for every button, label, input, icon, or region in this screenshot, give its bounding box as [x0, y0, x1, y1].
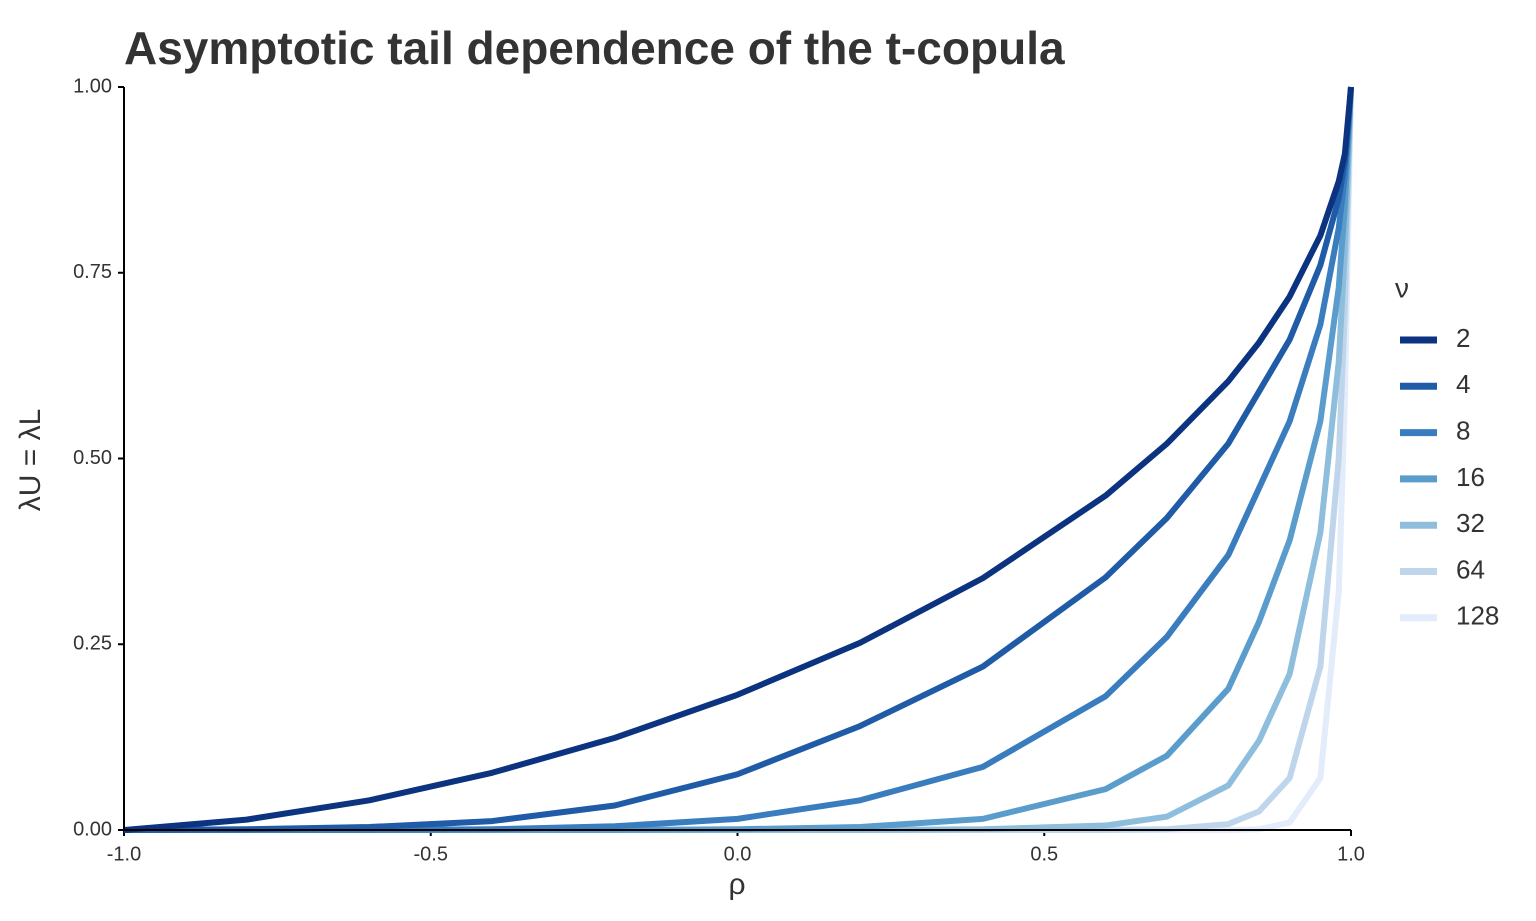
y-tick-label: 0.25	[73, 633, 112, 655]
series-line	[123, 86, 1354, 833]
series-line	[123, 86, 1354, 833]
legend-title: ν	[1395, 272, 1409, 303]
series-line	[124, 86, 1354, 833]
x-tick-label: 1.0	[1337, 843, 1365, 865]
legend-label: 4	[1456, 369, 1470, 399]
series-line	[124, 86, 1354, 833]
y-tick-label: 1.00	[73, 75, 112, 97]
y-tick-label: 0.00	[73, 818, 112, 840]
series-line	[124, 86, 1354, 833]
series-line	[124, 86, 1354, 833]
y-tick-label: 0.50	[73, 447, 112, 469]
x-tick-label: -0.5	[414, 843, 448, 865]
y-tick-label: 0.75	[73, 261, 112, 283]
legend-label: 8	[1456, 415, 1470, 445]
y-axis-label: λU = λL	[14, 409, 47, 512]
series-line	[124, 86, 1354, 833]
x-tick-label: 0.5	[1030, 843, 1058, 865]
legend-label: 128	[1456, 601, 1499, 631]
x-tick-label: 0.0	[724, 843, 752, 865]
chart-title: Asymptotic tail dependence of the t-copu…	[124, 22, 1065, 74]
legend-label: 64	[1456, 554, 1485, 584]
x-axis-label: ρ	[728, 868, 745, 901]
legend-label: 32	[1456, 508, 1485, 538]
legend-label: 2	[1456, 323, 1470, 353]
legend-label: 16	[1456, 462, 1485, 492]
x-tick-label: -1.0	[107, 843, 141, 865]
